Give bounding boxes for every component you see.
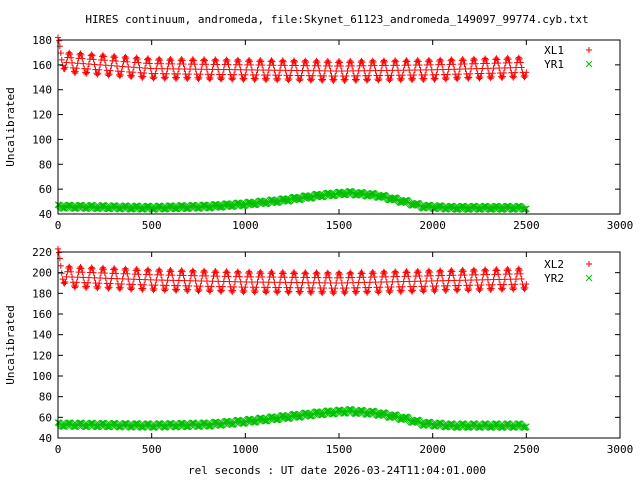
y-axis-label: Uncalibrated: [4, 87, 17, 166]
x-tick-label: 2500: [513, 219, 540, 232]
x-tick-label: 2000: [419, 219, 446, 232]
y-tick-label: 80: [39, 158, 52, 171]
x-tick-label: 1000: [232, 219, 259, 232]
legend-label: YR1: [544, 58, 564, 71]
x-axis-label: rel seconds : UT date 2026-03-24T11:04:0…: [188, 464, 486, 477]
y-tick-label: 180: [32, 34, 52, 47]
y-tick-label: 100: [32, 133, 52, 146]
y-tick-label: 160: [32, 59, 52, 72]
x-tick-label: 500: [142, 219, 162, 232]
x-tick-label: 0: [55, 219, 62, 232]
y-tick-label: 40: [39, 208, 52, 221]
y-tick-label: 60: [39, 183, 52, 196]
x-tick-label: 1500: [326, 219, 353, 232]
y-tick-label: 140: [32, 84, 52, 97]
y-tick-label: 120: [32, 109, 52, 122]
chart-title: HIRES continuum, andromeda, file:Skynet_…: [85, 13, 588, 26]
legend-label: XL1: [544, 44, 564, 57]
x-tick-label: 3000: [607, 219, 634, 232]
